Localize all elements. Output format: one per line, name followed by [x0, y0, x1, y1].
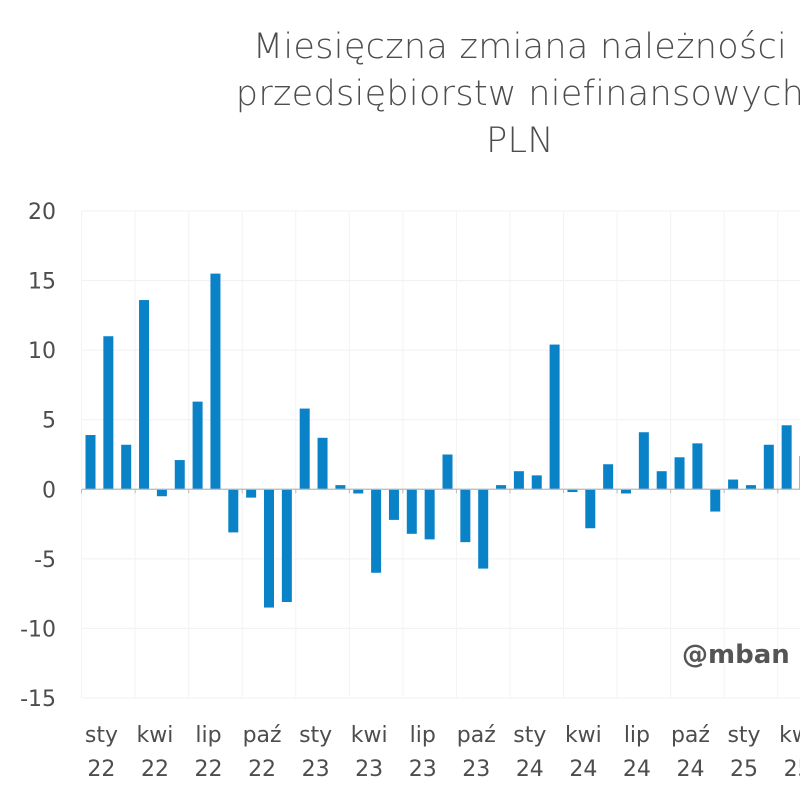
bar: [335, 485, 346, 490]
x-tick-label-year: 22: [87, 757, 115, 782]
bar: [496, 485, 507, 490]
bar: [745, 485, 756, 490]
bar: [478, 489, 489, 569]
bar: [103, 336, 114, 490]
x-tick-label-year: 25: [784, 757, 800, 782]
x-tick-label-month: sty: [299, 723, 332, 748]
bar: [353, 489, 364, 494]
x-tick-label-month: kwi: [137, 723, 174, 748]
y-tick-label: 5: [42, 409, 56, 434]
bar: [549, 344, 560, 490]
bar: [656, 471, 667, 490]
bar: [192, 401, 203, 490]
bar: [299, 408, 310, 490]
bar: [85, 435, 96, 490]
bar: [513, 471, 524, 490]
x-tick-label-month: paź: [243, 723, 282, 748]
bar: [621, 489, 631, 494]
x-tick-label-month: lip: [195, 723, 221, 748]
bar: [228, 489, 239, 533]
x-tick-label-month: sty: [727, 723, 760, 748]
bar: [585, 489, 596, 529]
y-axis: 20 15 10 5 0 -5 -10 -15: [20, 200, 800, 712]
bar: [442, 454, 453, 490]
x-tick-label-month: kwi: [779, 723, 800, 748]
y-tick-label: -5: [34, 548, 56, 573]
x-tick-label-month: kwi: [351, 723, 388, 748]
x-axis: sty 22 kwi 22 lip 22 paź 22 sty 23 kwi 23 lip 23 paź 23…: [85, 723, 800, 782]
bar: [317, 437, 328, 490]
chart-title-line-2: przedsiębiorstw niefinansowych: [235, 74, 800, 114]
x-tick-label-year: 22: [248, 757, 276, 782]
x-tick-label-month: sty: [85, 723, 118, 748]
x-tick-label-year: 24: [569, 757, 597, 782]
y-tick-label: 0: [42, 478, 56, 503]
x-tick-label-month: kwi: [565, 723, 602, 748]
bar: [638, 432, 649, 490]
bar: [460, 489, 471, 543]
y-tick-label: 15: [28, 270, 56, 295]
bar: [246, 489, 257, 498]
bar: [674, 457, 685, 490]
y-tick-label: 10: [28, 339, 56, 364]
bar: [406, 489, 417, 534]
bar: [371, 489, 382, 573]
bar: [281, 489, 292, 602]
bar: [692, 443, 703, 490]
bar: [603, 464, 614, 490]
y-tick-label: -10: [20, 617, 56, 642]
x-tick-label-year: 24: [623, 757, 651, 782]
bar: [531, 475, 542, 490]
bars: [85, 273, 800, 608]
bar: [139, 300, 150, 490]
bar: [763, 444, 774, 490]
x-tick-label-year: 24: [516, 757, 544, 782]
x-tick-label-year: 23: [355, 757, 383, 782]
bar: [264, 489, 274, 608]
bar: [781, 425, 792, 490]
y-tick-label: 20: [28, 200, 56, 225]
y-tick-label: -15: [20, 687, 56, 712]
x-tick-label-month: paź: [457, 723, 496, 748]
bar: [567, 489, 578, 493]
bar: [156, 489, 167, 497]
bar: [174, 460, 185, 490]
bar: [710, 489, 721, 512]
gridlines: [81, 210, 800, 699]
x-tick-label-year: 23: [409, 757, 437, 782]
chart-title-line-1: Miesięczna zmiana należności: [252, 27, 788, 67]
x-tick-label-month: lip: [624, 723, 650, 748]
x-tick-label-year: 23: [462, 757, 490, 782]
bar: [121, 444, 132, 490]
x-tick-label-month: sty: [513, 723, 546, 748]
chart-title: Miesięczna zmiana należności przedsiębio…: [0, 24, 800, 165]
x-tick-label-year: 25: [730, 757, 758, 782]
x-tick-label-year: 23: [302, 757, 330, 782]
bar: [210, 273, 221, 490]
x-tick-label-year: 22: [141, 757, 169, 782]
x-tick-label-year: 24: [676, 757, 704, 782]
x-tick-label-month: paź: [671, 723, 710, 748]
bar: [728, 479, 739, 490]
chart-title-line-3: PLN: [486, 121, 554, 161]
bar: [388, 489, 399, 520]
x-tick-label-month: lip: [410, 723, 436, 748]
bar: [424, 489, 435, 540]
x-tick-label-year: 22: [195, 757, 223, 782]
watermark: @mban: [682, 640, 790, 670]
